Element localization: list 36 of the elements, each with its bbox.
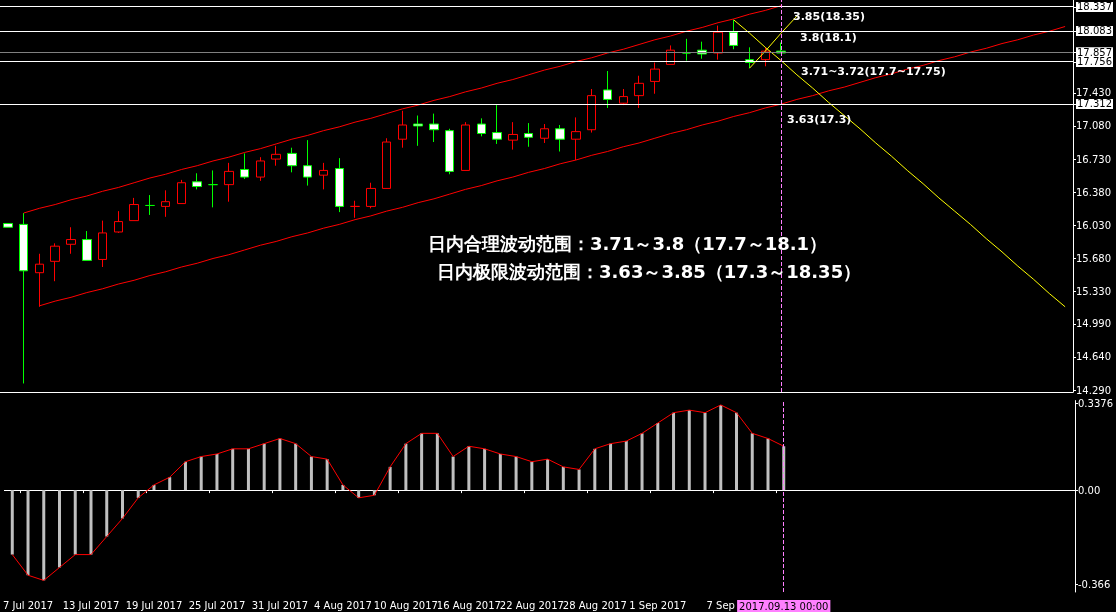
y-tick-label: 14.640	[1076, 351, 1112, 363]
y-tick-label: 17.312	[1077, 98, 1113, 110]
x-tick-label: 4 Aug 2017	[314, 599, 372, 611]
y-tick-label: 0.00	[1078, 484, 1101, 496]
y-tick-label: 17.430	[1076, 87, 1112, 99]
x-tick-label: 13 Jul 2017	[62, 599, 120, 611]
x-tick-label: 16 Aug 2017	[436, 599, 501, 611]
y-tick-label: 16.030	[1076, 219, 1112, 231]
x-tick-label: 31 Jul 2017	[251, 599, 309, 611]
x-tick-label: 28 Aug 2017	[562, 599, 627, 611]
x-tick-label: 19 Jul 2017	[125, 599, 183, 611]
y-tick-label: 17.080	[1076, 120, 1112, 132]
y-tick-label: 15.680	[1076, 252, 1112, 264]
x-tick-label: 1 Sep 2017	[629, 599, 687, 611]
y-tick-label: 17.756	[1077, 56, 1113, 68]
y-tick-label: 16.730	[1076, 153, 1112, 165]
annotation: 日内合理波动范围：3.71～3.8（17.7～18.1）	[428, 232, 828, 254]
y-tick-label: 18.083	[1077, 25, 1113, 37]
y-tick-label: 14.990	[1076, 318, 1112, 330]
y-tick-label: -0.366	[1078, 579, 1111, 591]
y-tick-label: 0.3376	[1078, 397, 1114, 409]
annotation: 日内极限波动范围：3.63～3.85（17.3～18.35）	[437, 260, 862, 282]
x-tick-label: 25 Jul 2017	[188, 599, 246, 611]
annotation: 3.63(17.3)	[787, 113, 852, 126]
annotation: 3.8(18.1)	[800, 31, 857, 44]
y-tick-label: 14.290	[1076, 384, 1112, 396]
annotation: 3.85(18.35)	[793, 10, 865, 23]
x-tick-label: 22 Aug 2017	[499, 599, 564, 611]
y-tick-label: 15.330	[1076, 286, 1112, 298]
y-tick-label: 17.857	[1077, 46, 1113, 58]
x-tick-label: 2017.09.13 00:00	[739, 600, 829, 612]
y-tick-label: 16.380	[1076, 186, 1112, 198]
x-tick-label: 7 Jul 2017	[2, 599, 54, 611]
y-tick-label: 18.337	[1077, 1, 1113, 13]
x-tick-label: 7 Sep	[706, 599, 735, 611]
x-tick-label: 10 Aug 2017	[373, 599, 438, 611]
